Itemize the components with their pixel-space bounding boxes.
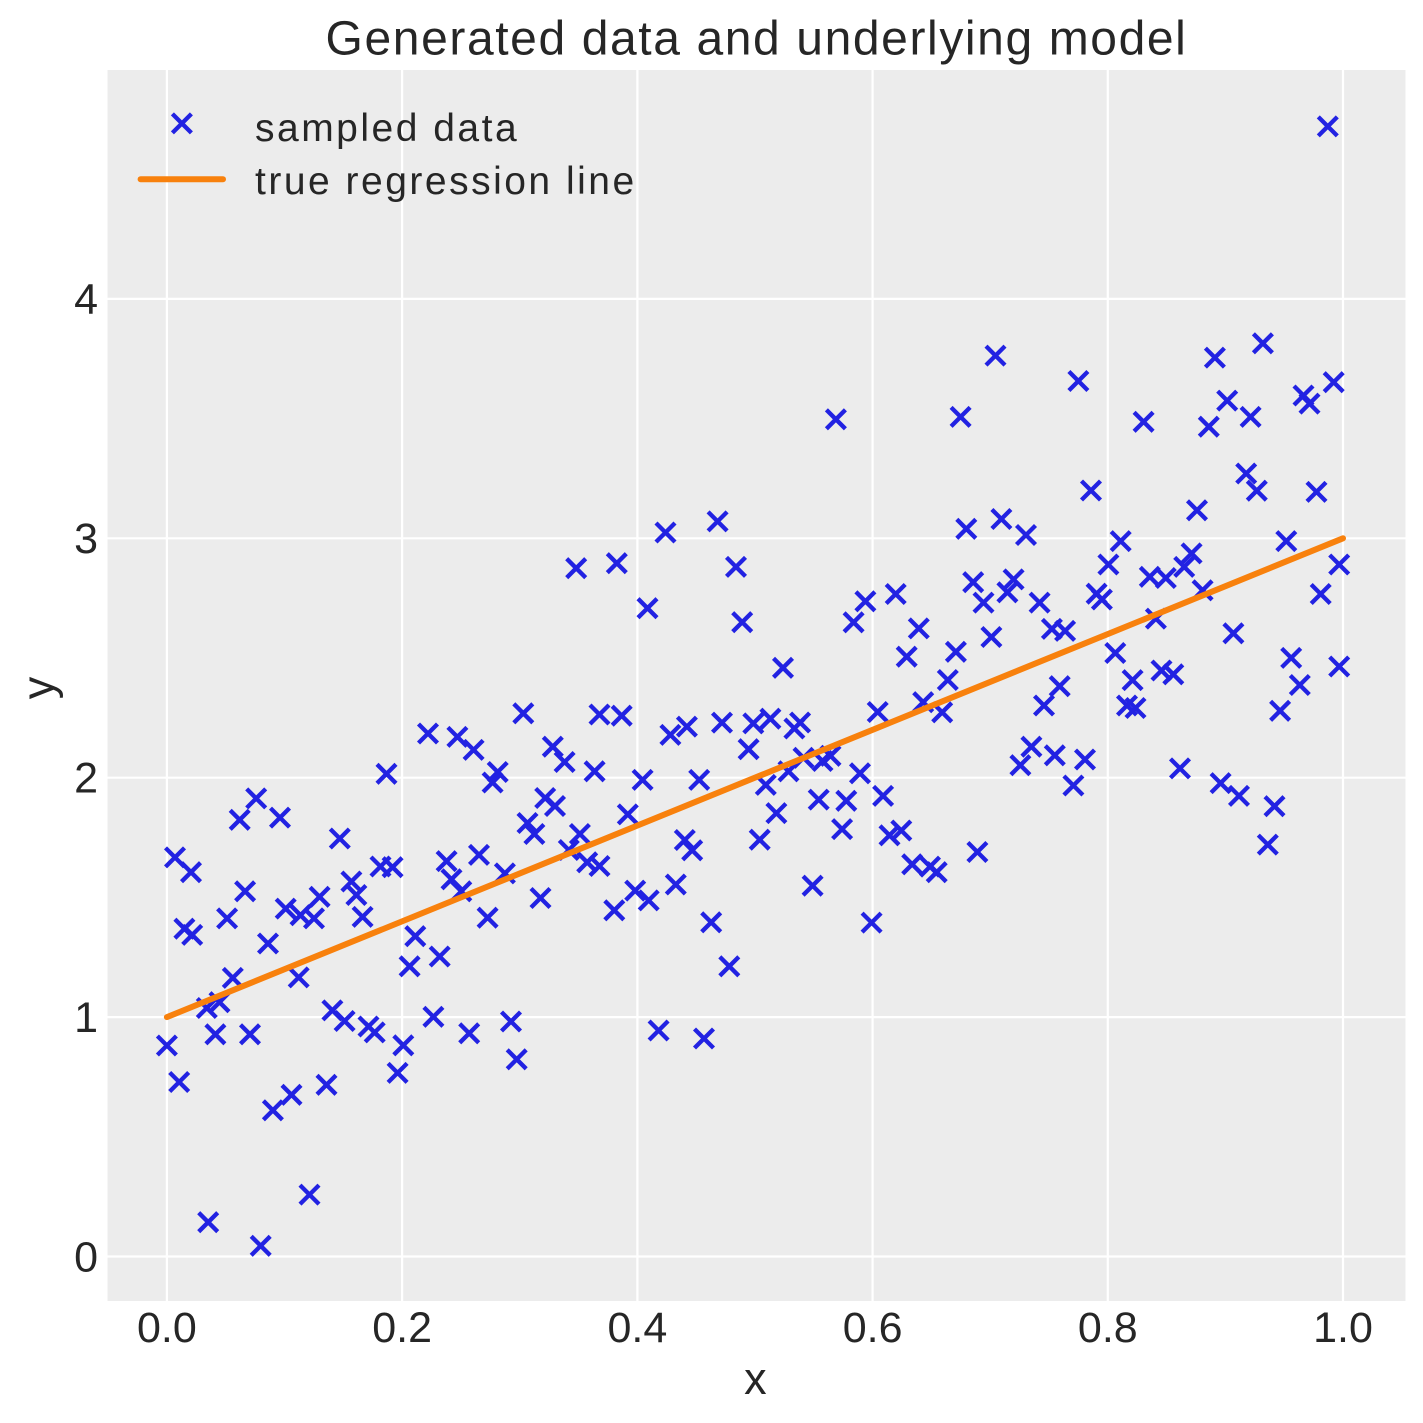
svg-text:0.4: 0.4 <box>608 1304 668 1352</box>
svg-text:sampled data: sampled data <box>255 107 519 150</box>
svg-text:true regression line: true regression line <box>255 160 637 203</box>
svg-text:Generated data and underlying: Generated data and underlying model <box>326 13 1188 66</box>
svg-text:0.2: 0.2 <box>372 1304 432 1352</box>
svg-text:2: 2 <box>74 755 98 803</box>
svg-text:0.8: 0.8 <box>1078 1304 1138 1352</box>
svg-text:x: x <box>744 1353 767 1404</box>
svg-text:1.0: 1.0 <box>1313 1304 1373 1352</box>
svg-text:4: 4 <box>74 276 98 324</box>
svg-text:3: 3 <box>74 515 98 563</box>
svg-text:0: 0 <box>74 1233 98 1281</box>
svg-text:0.6: 0.6 <box>843 1304 903 1352</box>
svg-text:0.0: 0.0 <box>137 1304 197 1352</box>
svg-text:y: y <box>13 676 64 699</box>
svg-text:1: 1 <box>74 994 98 1042</box>
